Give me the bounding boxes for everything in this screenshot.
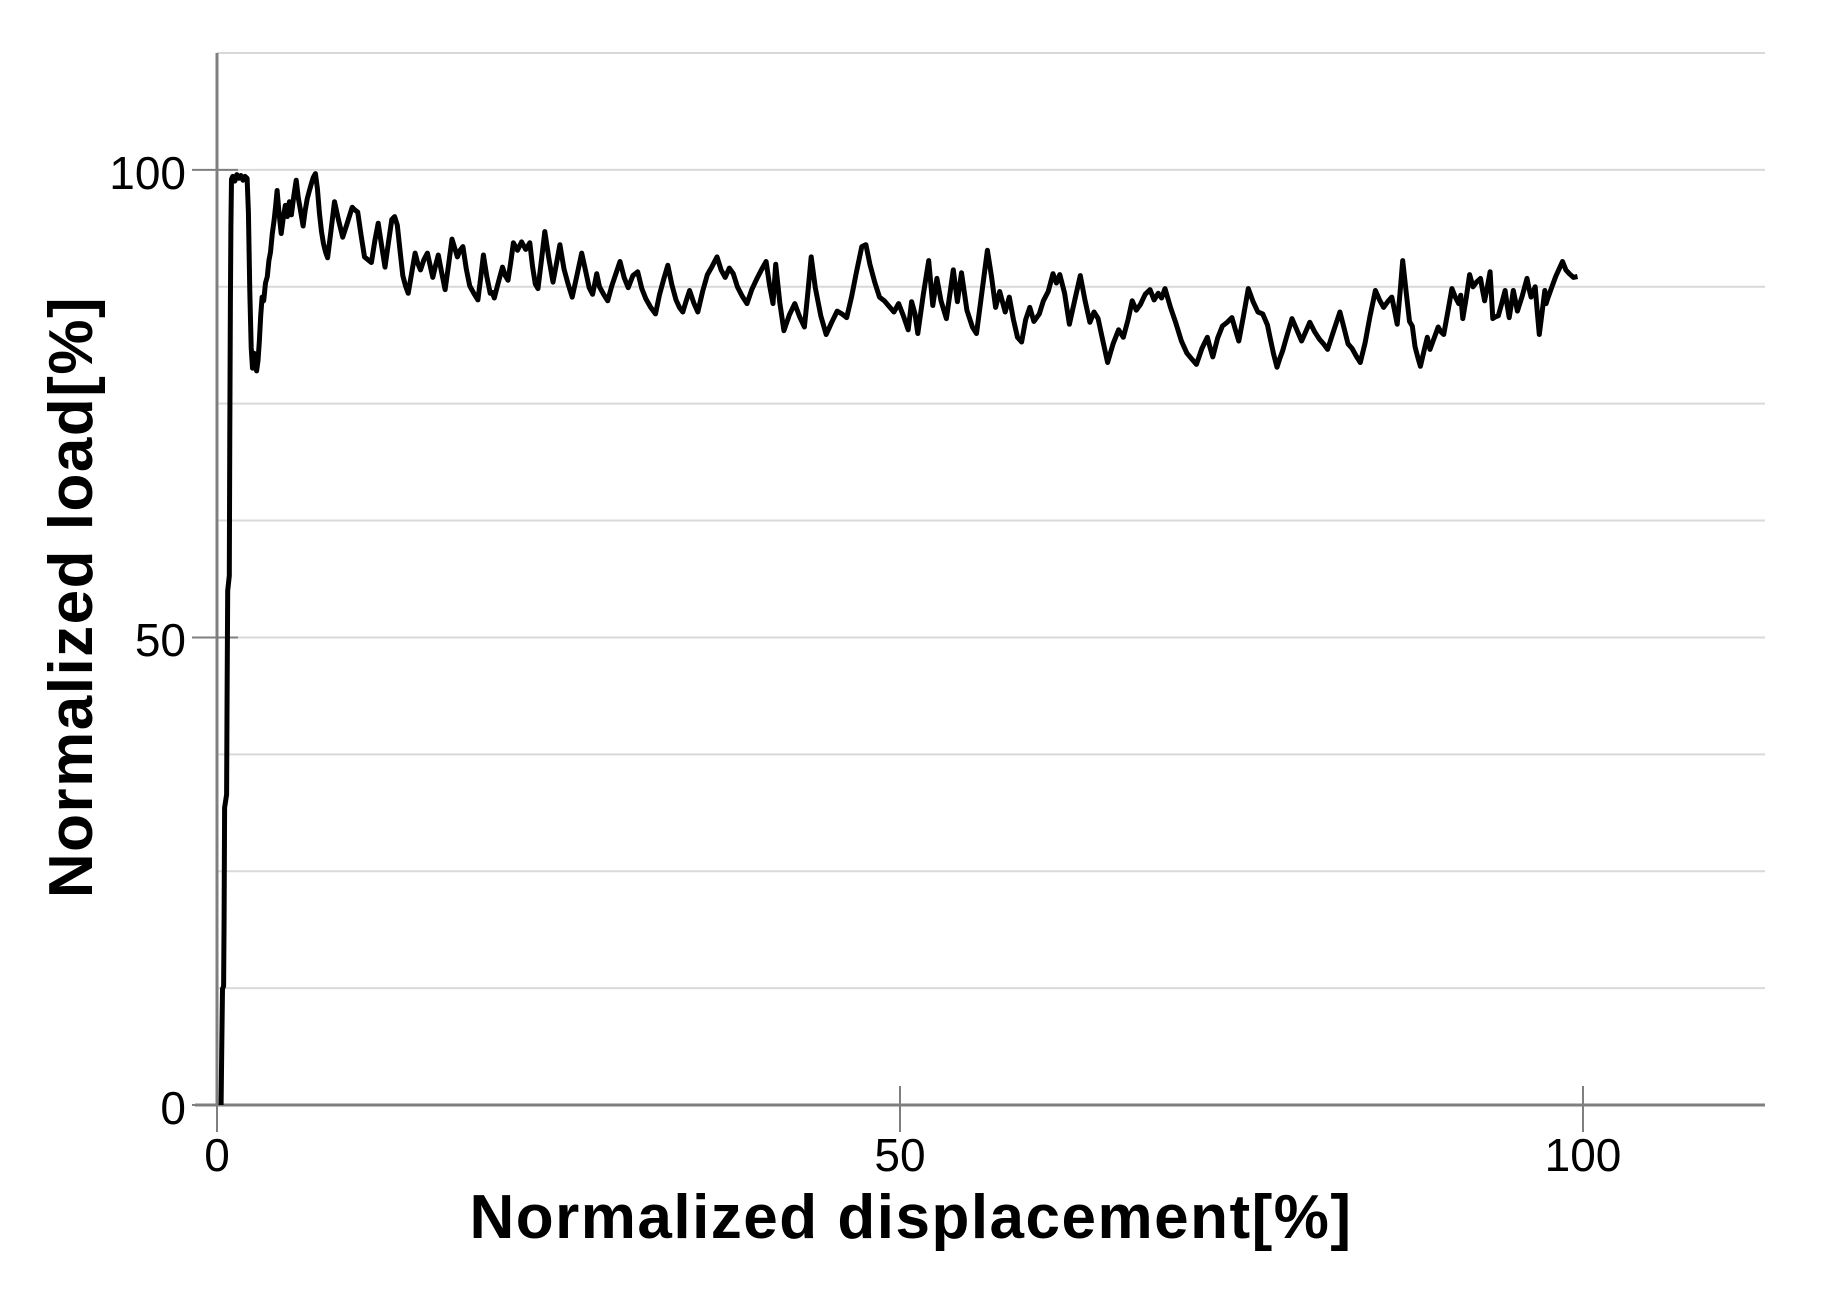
y-tick-label-50: 50	[134, 614, 186, 667]
x-axis-title: Normalized displacement[%]	[469, 1183, 1353, 1252]
y-tick-label-100: 100	[109, 146, 186, 199]
y-axis-title: Normalized load[%]	[37, 295, 106, 899]
series-line-normalized-load-curve	[218, 171, 1579, 1106]
x-tick-label-0: 0	[204, 1129, 230, 1181]
x-tick-label-100: 100	[1544, 1129, 1622, 1181]
y-tick-label-0: 0	[160, 1082, 186, 1134]
x-tick-label-50: 50	[874, 1129, 926, 1181]
